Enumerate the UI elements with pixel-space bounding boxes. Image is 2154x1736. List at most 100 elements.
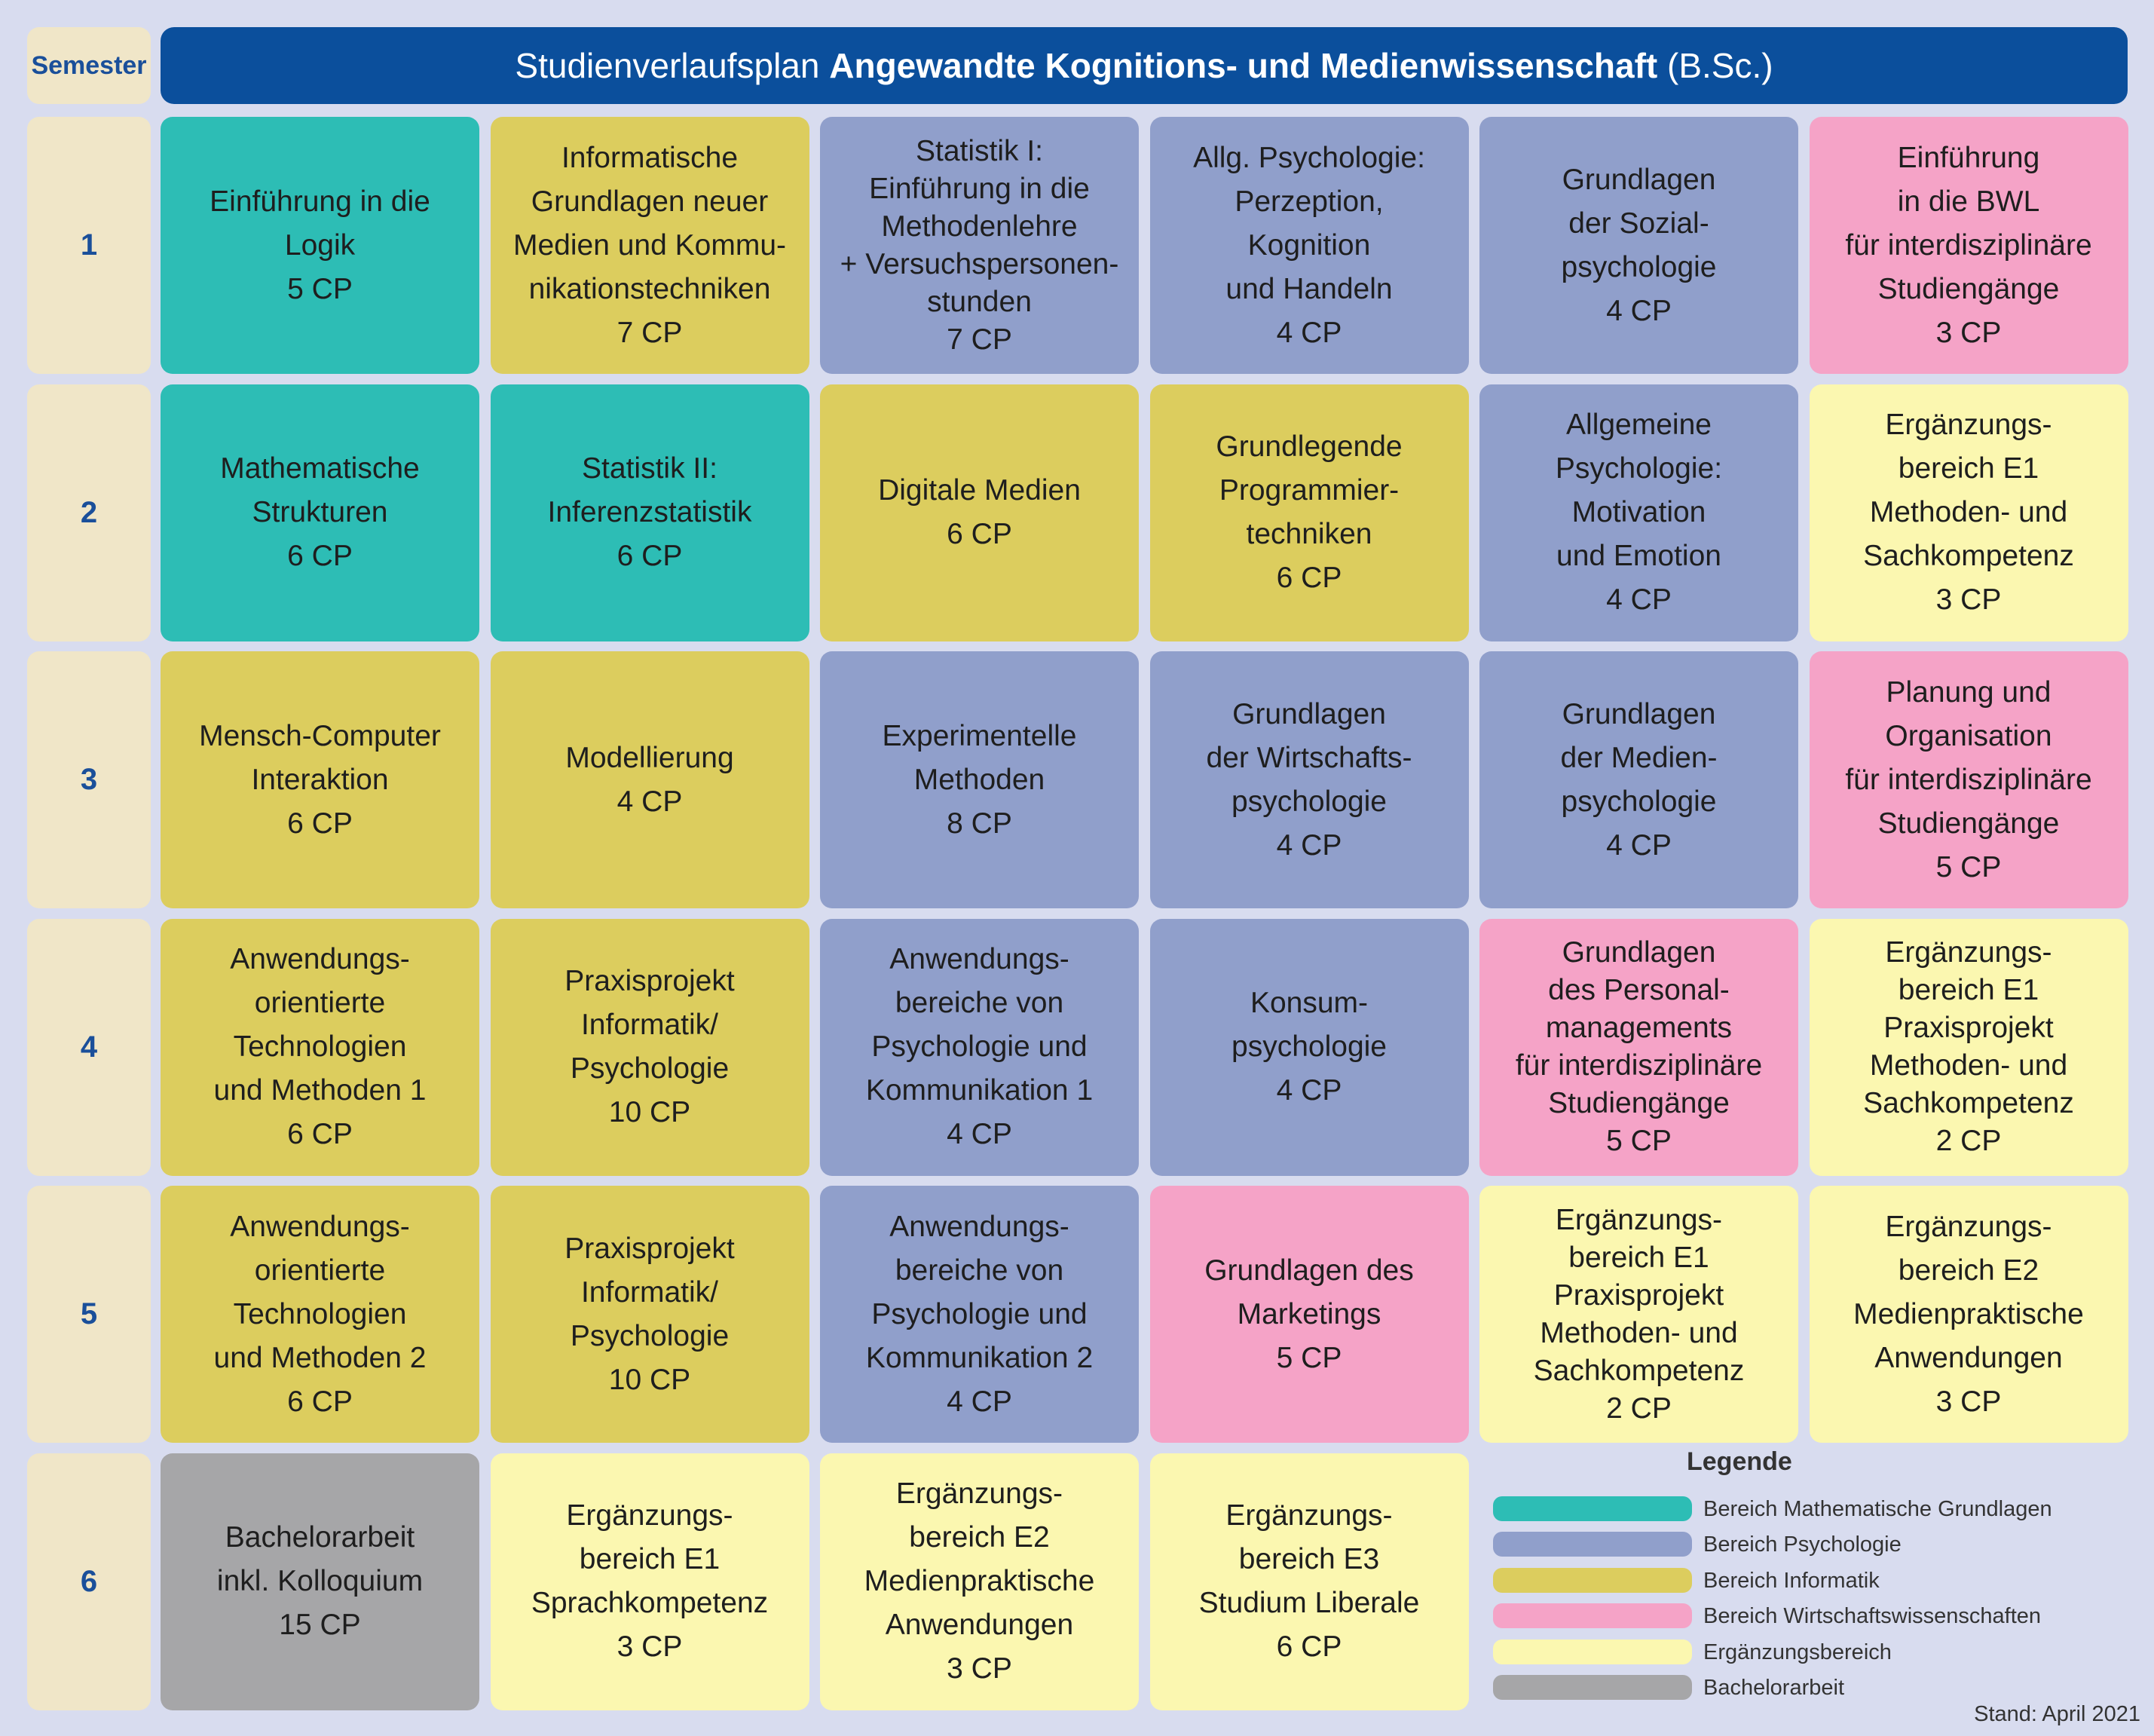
module-credits: 5 CP bbox=[1276, 1341, 1342, 1374]
module-line: Ergänzungs- bbox=[1885, 1210, 2052, 1243]
legend-swatch bbox=[1493, 1567, 1692, 1593]
module-line: Bachelorarbeit bbox=[225, 1521, 415, 1554]
module-line: Einführung in die bbox=[210, 185, 430, 218]
module-line: Sprachkompetenz bbox=[531, 1587, 769, 1619]
module-cell: Ergänzungs-bereich E1 Methoden- und Sachko… bbox=[1809, 384, 2128, 641]
module-line: Inferenzstatistik bbox=[547, 496, 752, 528]
module-line: Praxisprojekt bbox=[565, 965, 735, 997]
module-cell: Modellierung 4 CP bbox=[490, 651, 809, 908]
module-line: bereich E1 bbox=[1898, 974, 2039, 1006]
module-line: Ergänzungs- bbox=[1225, 1499, 1393, 1532]
module-line: Strukturen bbox=[252, 496, 388, 528]
module-line: des Personal- bbox=[1548, 974, 1730, 1006]
module-credits: 6 CP bbox=[287, 807, 353, 840]
module-line: Methoden- und bbox=[1869, 1049, 2068, 1082]
module-line: Planung und bbox=[1886, 675, 2052, 709]
module-line: und Methoden 2 bbox=[213, 1341, 427, 1374]
module-line: Ergänzungs- bbox=[1885, 936, 2052, 969]
module-credits: 4 CP bbox=[947, 1385, 1012, 1418]
legend-label: Bereich Informatik bbox=[1703, 1568, 1880, 1593]
module-credits: 6 CP bbox=[617, 540, 683, 572]
module-line: Ergänzungs- bbox=[1555, 1203, 1723, 1236]
module-line: Interaktion bbox=[251, 763, 389, 796]
semester-number: 4 bbox=[27, 918, 151, 1176]
module-line: Psychologie und bbox=[871, 1030, 1088, 1063]
module-line: und Handeln bbox=[1225, 272, 1393, 305]
module-line: Sachkompetenz bbox=[1863, 1087, 2074, 1119]
module-line: Psychologie: bbox=[1555, 452, 1723, 485]
module-cell: Ergänzungs-bereich E1 Praxisprojekt Method… bbox=[1809, 918, 2128, 1176]
module-line: und Methoden 1 bbox=[213, 1074, 427, 1107]
module-line: Statistik II: bbox=[582, 452, 717, 485]
module-credits: 7 CP bbox=[947, 323, 1012, 356]
module-line: psychologie bbox=[1561, 250, 1717, 283]
semester-number: 1 bbox=[27, 117, 151, 374]
module-line: Praxisprojekt bbox=[1553, 1278, 1724, 1312]
module-cell: Planung und Organisation für interdiszipli… bbox=[1809, 651, 2128, 908]
module-credits: 3 CP bbox=[1935, 316, 2002, 349]
title-bold: Angewandte Kognitions- und Medienwissens… bbox=[829, 46, 1658, 85]
module-credits: 4 CP bbox=[1276, 1074, 1342, 1107]
module-line: Einführung in die bbox=[869, 172, 1090, 205]
module-line: Informatik/ bbox=[580, 1009, 719, 1041]
legend-swatch bbox=[1493, 1675, 1692, 1700]
semester-label: Semester bbox=[27, 27, 151, 104]
module-line: techniken bbox=[1246, 518, 1372, 550]
module-line: Allg. Psychologie: bbox=[1193, 141, 1425, 174]
module-credits: 2 CP bbox=[1606, 1392, 1672, 1425]
module-cell: Ergänzungs-bereich E2 Medienpraktische Anw… bbox=[1809, 1186, 2128, 1443]
module-credits: 4 CP bbox=[1606, 294, 1672, 327]
module-credits: 7 CP bbox=[617, 316, 683, 349]
module-line: Technologien bbox=[233, 1297, 407, 1330]
module-line: Methoden- und bbox=[1869, 496, 2068, 528]
module-line: inkl. Kolloquium bbox=[216, 1565, 424, 1597]
module-cell: Praxisprojekt Informatik/Psychologie 10 CP bbox=[490, 1186, 809, 1443]
module-line: Kommunikation 2 bbox=[865, 1341, 1094, 1374]
module-line: Ergänzungs- bbox=[1885, 409, 2052, 441]
module-line: Studium Liberale bbox=[1198, 1587, 1420, 1619]
module-credits: 3 CP bbox=[1935, 583, 2002, 616]
module-credits: 8 CP bbox=[947, 807, 1012, 840]
module-line: und Emotion bbox=[1556, 540, 1721, 572]
module-cell: Informatische Grundlagen neuer Medien und … bbox=[490, 117, 809, 374]
module-line: Mathematische bbox=[220, 452, 420, 485]
module-line: Sachkompetenz bbox=[1533, 1354, 1745, 1387]
module-line: Ergänzungs- bbox=[895, 1477, 1063, 1510]
semester-number: 2 bbox=[27, 384, 151, 641]
module-line: Grundlagen bbox=[1562, 697, 1716, 730]
legend-label: Bachelorarbeit bbox=[1703, 1676, 1844, 1700]
semester-number: 6 bbox=[27, 1453, 151, 1710]
module-line: Kommunikation 1 bbox=[865, 1074, 1094, 1107]
module-cell: Anwendungs-orientierte Technologien und Me… bbox=[161, 918, 479, 1176]
module-cell: Grundlagen des Marketings 5 CP bbox=[1149, 1186, 1469, 1443]
header: Studienverlaufsplan Angewandte Kognition… bbox=[161, 27, 2128, 104]
module-line: psychologie bbox=[1561, 785, 1717, 818]
module-credits: 4 CP bbox=[1606, 828, 1672, 862]
module-credits: 6 CP bbox=[947, 518, 1012, 550]
module-line: stunden bbox=[927, 285, 1032, 318]
module-line: Psychologie bbox=[570, 1052, 730, 1085]
module-line: Technologien bbox=[233, 1030, 407, 1063]
module-line: Anwendungen bbox=[1874, 1341, 2063, 1374]
legend-label: Bereich Mathematische Grundlagen bbox=[1703, 1497, 2052, 1521]
module-cell: Statistik II: Inferenzstatistik 6 CP bbox=[490, 384, 809, 641]
module-cell: Experimentelle Methoden 8 CP bbox=[820, 651, 1139, 908]
module-line: nikationstechniken bbox=[528, 272, 771, 305]
module-line: Einführung bbox=[1897, 141, 2040, 174]
module-line: Motivation bbox=[1571, 496, 1706, 528]
legend-swatch bbox=[1493, 1496, 1692, 1521]
module-credits: 6 CP bbox=[1276, 562, 1342, 594]
module-cell: Mathematische Strukturen 6 CP bbox=[161, 384, 479, 641]
module-line: Medienpraktische bbox=[1853, 1297, 2084, 1330]
module-credits: 5 CP bbox=[1935, 850, 2002, 883]
module-line: Digitale Medien bbox=[878, 474, 1081, 507]
module-cell: Grundlagen der Sozial-psychologie 4 CP bbox=[1479, 117, 1798, 374]
module-line: Organisation bbox=[1885, 719, 2052, 752]
module-cell: Anwendungs-orientierte Technologien und Me… bbox=[161, 1186, 479, 1443]
module-cell: Allg. Psychologie: Perzeption, Kognition un… bbox=[1149, 117, 1469, 374]
module-line: Methoden bbox=[913, 763, 1045, 796]
module-line: bereich E1 bbox=[579, 1543, 721, 1575]
module-credits: 6 CP bbox=[1276, 1630, 1342, 1663]
module-credits: 4 CP bbox=[1276, 316, 1342, 349]
